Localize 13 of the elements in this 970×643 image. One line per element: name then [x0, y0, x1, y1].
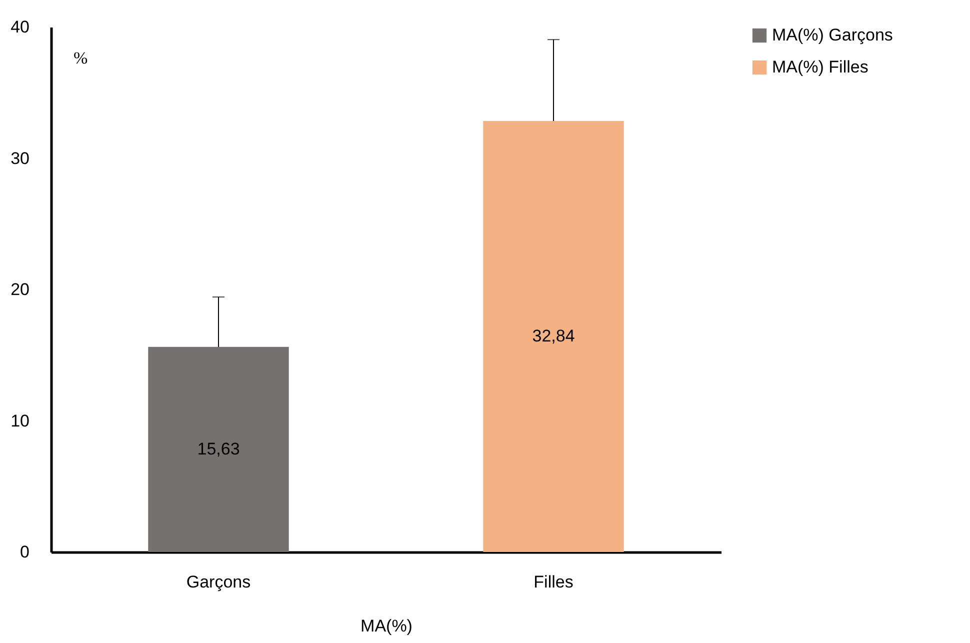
y-axis-title: %	[74, 48, 88, 68]
legend-label: MA(%) Filles	[772, 58, 868, 76]
y-tick-label: 10	[10, 411, 30, 430]
x-axis-title: MA(%)	[360, 616, 412, 636]
data-label: 15,63	[197, 439, 240, 458]
y-tick-label: 0	[20, 542, 30, 562]
x-tick-label: Filles	[534, 572, 574, 592]
y-tick-label: 40	[10, 18, 30, 36]
y-tick-label: 20	[10, 280, 30, 299]
x-tick-label: Garçons	[186, 572, 251, 592]
y-tick-label: 30	[10, 148, 30, 168]
legend-label: MA(%) Garçons	[772, 26, 893, 44]
data-label: 32,84	[532, 326, 575, 346]
